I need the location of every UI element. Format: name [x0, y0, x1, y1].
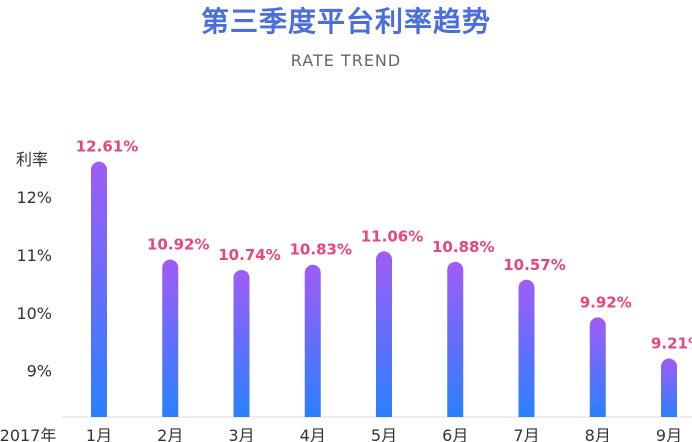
- data-label: 9.92%: [580, 293, 632, 311]
- x-tick-label: 8月: [585, 426, 611, 442]
- bar: [447, 261, 464, 417]
- bar: [376, 251, 392, 417]
- bar: [304, 264, 321, 417]
- y-tick-label: 9%: [27, 362, 52, 381]
- y-tick-label: 11%: [16, 246, 52, 265]
- bar: [589, 317, 606, 417]
- x-tick-label: 2月: [157, 426, 183, 442]
- x-tick-label: 9月: [656, 426, 682, 442]
- data-label: 12.61%: [76, 138, 138, 156]
- bar: [661, 358, 677, 417]
- bar: [233, 269, 250, 417]
- data-label: 11.06%: [361, 227, 423, 245]
- x-tick-label: 7月: [513, 426, 539, 442]
- bar: [91, 161, 107, 417]
- x-tick-label: 6月: [442, 426, 468, 442]
- x-axis-year-label: 2017年: [0, 426, 56, 442]
- y-tick-label: 10%: [16, 304, 52, 323]
- x-tick-label: 3月: [228, 426, 254, 442]
- data-label: 9.21%: [651, 335, 692, 353]
- y-tick-label: 12%: [16, 188, 52, 207]
- data-label: 10.92%: [147, 236, 209, 254]
- bar: [162, 259, 179, 417]
- x-tick-label: 5月: [371, 426, 397, 442]
- data-label: 10.83%: [290, 241, 352, 259]
- x-tick-label: 4月: [300, 426, 326, 442]
- data-label: 10.74%: [218, 246, 280, 264]
- x-tick-label: 1月: [86, 426, 112, 442]
- chart-subtitle: RATE TREND: [290, 51, 402, 70]
- y-axis-label: 利率: [16, 150, 48, 169]
- bar: [518, 279, 535, 417]
- data-label: 10.88%: [432, 238, 494, 256]
- data-label: 10.57%: [503, 256, 565, 274]
- chart-title: 第三季度平台利率趋势: [200, 5, 491, 38]
